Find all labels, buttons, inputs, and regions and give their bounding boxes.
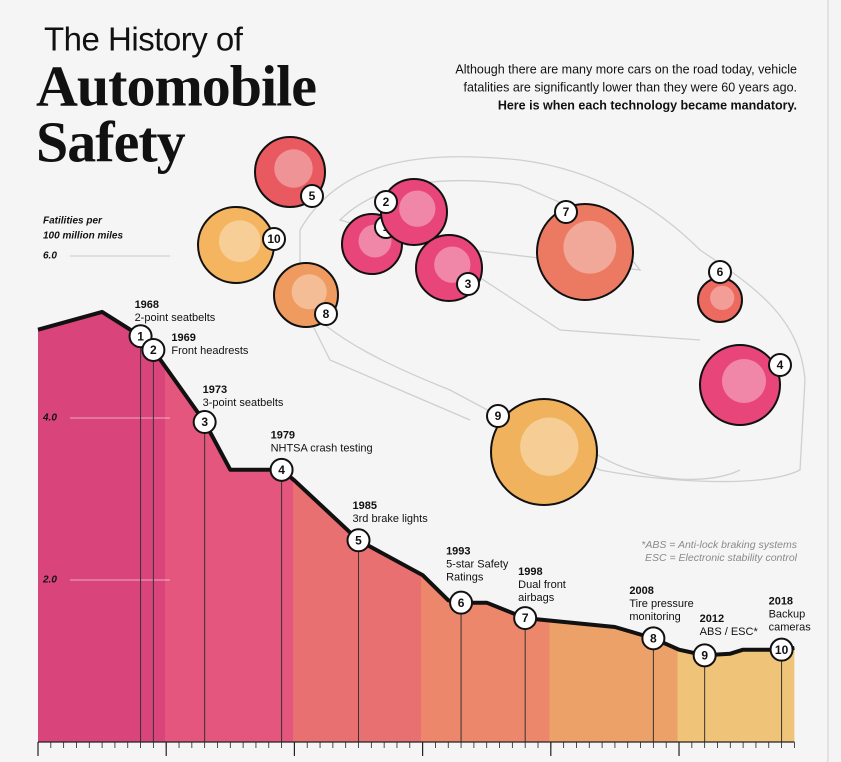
milestone-year: 1969 [171,332,195,344]
y-axis-label: 100 million miles [43,231,123,242]
milestone-year: 1968 [135,299,159,311]
milestone-marker [192,410,217,435]
icon-detail [274,149,313,188]
subtitle-bold: Here is when each technology became mand… [498,98,797,112]
footnote: ESC = Electronic stability control [645,552,798,564]
icon-badge [300,184,324,208]
icon-badge [262,227,286,251]
y-tick-label: 4.0 [42,413,57,424]
icon-badge [768,353,792,377]
milestone-marker [449,590,474,615]
icon-badge [708,260,732,284]
icon-badge [456,272,480,296]
title-line: The History of [44,21,244,58]
milestone-marker [513,606,538,631]
milestone-number: 2 [150,343,157,357]
icon-detail [710,285,735,310]
milestone-marker [269,457,294,482]
milestone-label: Front headrests [171,345,249,357]
icon-number: 3 [465,277,472,291]
milestone-year: 1993 [446,546,470,558]
icons: 12345678910 [197,136,792,506]
milestone-label: Backup [769,609,806,621]
title-main: Automobile [36,53,316,118]
icon [490,398,598,506]
milestone-marker [346,528,371,553]
milestone-year: 2008 [629,585,653,597]
milestone-label: cameras [769,622,812,634]
icon-number: 6 [717,265,724,279]
milestone-label: airbags [518,592,555,604]
milestone-number: 8 [650,631,657,645]
milestone-number: 10 [775,643,789,657]
milestone-label: monitoring [629,611,680,623]
subtitle: fatalities are significantly lower than … [463,80,797,94]
milestone-label: 3-point seatbelts [203,397,284,409]
icon-number: 7 [563,205,570,219]
title-main: Safety [36,109,186,174]
milestone-marker [641,626,666,651]
area [38,311,795,742]
icon-detail [563,220,617,274]
milestone-marker [692,643,717,668]
milestone-label: 3rd brake lights [353,513,429,525]
milestone-number: 6 [458,596,465,610]
icon-badge [374,190,398,214]
milestone-label: Ratings [446,572,484,584]
icon-detail [434,246,471,283]
icon-number: 10 [267,232,281,246]
milestone-year: 1998 [518,566,542,578]
milestone-label: 2-point seatbelts [135,312,216,324]
icon-badge [554,200,578,224]
milestone-year: 2018 [769,596,793,608]
milestone-marker [141,337,166,362]
subtitle: Although there are many more cars on the… [455,62,797,76]
milestone-number: 4 [278,463,285,477]
icon-number: 8 [323,307,330,321]
milestone-number: 1 [137,329,144,343]
y-tick-label: 6.0 [43,251,57,262]
milestone-year: 2012 [700,613,724,625]
icon-badge [486,404,510,428]
milestone-number: 3 [201,415,208,429]
footnote: *ABS = Anti-lock braking systems [641,539,797,551]
icon-detail [218,220,261,263]
icon-number: 5 [309,189,316,203]
milestone-label: Dual front [518,579,566,591]
icon [536,203,634,301]
milestone-year: 1985 [353,500,377,512]
icon-number: 4 [777,358,784,372]
y-tick-label: 2.0 [42,575,57,586]
milestone-label: 5-star Safety [446,559,509,571]
icon-number: 2 [383,195,390,209]
icon-number: 9 [495,409,502,423]
milestone-number: 5 [355,533,362,547]
icon-detail [291,274,327,310]
icon-detail [520,417,579,476]
icon [699,344,781,426]
milestone-label: Tire pressure [629,598,693,610]
icon-detail [399,190,436,227]
milestone-year: 1979 [271,430,295,442]
milestone-year: 1973 [203,384,227,396]
milestone-number: 7 [522,611,529,625]
y-axis-label: Fatilities per [43,216,103,227]
icon-detail [722,359,766,403]
milestone-marker [769,637,794,662]
milestone-label: ABS / ESC* [700,626,759,638]
milestone-label: NHTSA crash testing [271,443,373,455]
milestone-number: 9 [701,649,708,663]
icon-badge [314,302,338,326]
